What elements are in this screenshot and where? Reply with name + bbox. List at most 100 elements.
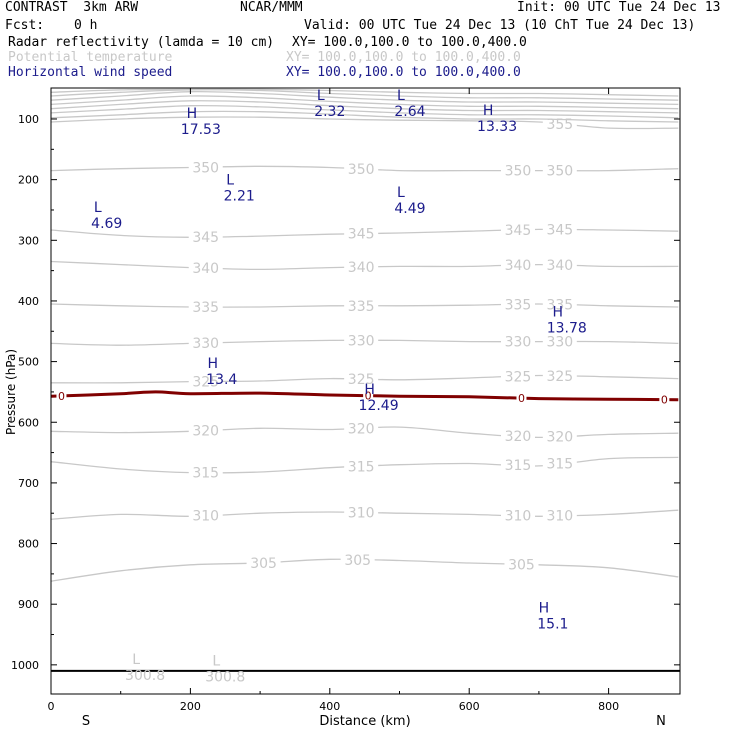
theta-label-bg xyxy=(344,225,379,242)
x-start-label: S xyxy=(82,714,90,729)
theta-label-bg xyxy=(344,371,379,388)
theta-contour-label: 320 xyxy=(546,430,573,446)
wind-extremum-value: 13.4 xyxy=(206,372,237,388)
theta-contour-label: 305 xyxy=(344,553,371,569)
theta-contour-label: 345 xyxy=(546,223,573,239)
theta-label-bg xyxy=(246,554,281,571)
theta-label-bg xyxy=(188,335,223,352)
y-tick-label: 200 xyxy=(18,174,39,187)
forecast-label: Fcst: xyxy=(5,18,45,33)
field-name-wind: Horizontal wind speed xyxy=(8,65,173,80)
theta-extremum-type: L xyxy=(212,654,220,670)
wind-extremum-value: 13.33 xyxy=(477,119,517,135)
freezing-level-label: 0 xyxy=(661,394,668,407)
wind-extremum-type: H xyxy=(483,103,494,119)
theta-label-bg xyxy=(344,504,379,521)
field-xy-reflectivity: XY= 100.0,100.0 to 100.0,400.0 xyxy=(292,35,527,50)
forecast-hour: 0 h xyxy=(74,18,98,33)
y-tick-label: 500 xyxy=(18,356,39,369)
theta-contour-label: 325 xyxy=(546,369,573,385)
freezing-level-line xyxy=(50,390,679,402)
theta-label-bg xyxy=(188,507,223,524)
theta-contour-label: 340 xyxy=(505,258,532,274)
theta-label-bg xyxy=(542,333,577,350)
theta-label-bg xyxy=(188,259,223,276)
wind-extremum-type: L xyxy=(94,200,102,216)
theta-contour-label: 330 xyxy=(192,336,219,352)
theta-label-bg xyxy=(500,333,535,350)
freezing-label-bg xyxy=(516,392,527,405)
model-title: CONTRAST 3km ARW xyxy=(5,0,139,15)
theta-contour-375 xyxy=(50,95,679,110)
theta-label-bg xyxy=(344,458,379,475)
wind-extremum-type: H xyxy=(187,106,198,122)
theta-contour-label: 310 xyxy=(546,509,573,525)
wind-extremum-value: 13.78 xyxy=(547,320,587,336)
init-time: Init: 00 UTC Tue 24 Dec 13 xyxy=(517,0,721,15)
theta-contour-365 xyxy=(50,104,679,119)
theta-label-bg xyxy=(500,507,535,524)
theta-contour-label: 315 xyxy=(192,465,219,481)
theta-label-bg xyxy=(188,229,223,246)
theta-contour-label: 335 xyxy=(348,299,375,315)
y-tick-label: 400 xyxy=(18,295,39,308)
y-axis-title: Pressure (hPa) xyxy=(4,349,18,435)
wind-extremum-type: L xyxy=(397,88,405,104)
theta-contour-label: 340 xyxy=(192,261,219,277)
freezing-level-label: 0 xyxy=(365,390,372,403)
theta-contour-label: 350 xyxy=(192,160,219,176)
theta-label-bg xyxy=(344,420,379,437)
x-tick-label: 200 xyxy=(180,700,201,713)
wind-extremum-value: 15.1 xyxy=(537,616,568,632)
theta-label-bg xyxy=(542,221,577,238)
theta-label-bg xyxy=(542,507,577,524)
theta-contour-label: 335 xyxy=(192,300,219,316)
freezing-label-bg xyxy=(659,393,670,406)
theta-contour-label: 355 xyxy=(546,117,573,133)
theta-contour-label: 315 xyxy=(546,457,573,473)
y-tick-label: 800 xyxy=(18,538,39,551)
theta-label-bg xyxy=(188,159,223,176)
theta-contour-label: 305 xyxy=(250,556,277,572)
theta-label-bg xyxy=(188,373,223,390)
field-name-theta: Potential temperature xyxy=(8,50,173,65)
theta-contour-label: 320 xyxy=(505,429,532,445)
valid-time: Valid: 00 UTC Tue 24 Dec 13 (10 ChT Tue … xyxy=(304,18,696,33)
wind-extremum-type: H xyxy=(207,356,218,372)
wind-extremum-type: L xyxy=(317,88,325,104)
theta-label-bg xyxy=(500,296,535,313)
theta-contour-label: 350 xyxy=(505,164,532,180)
theta-label-bg xyxy=(542,455,577,472)
wind-extremum-value: 2.32 xyxy=(314,104,345,120)
freezing-label-bg xyxy=(56,389,67,402)
theta-contour-label: 350 xyxy=(546,164,573,180)
plot-frame xyxy=(50,87,681,695)
theta-label-bg xyxy=(542,257,577,274)
theta-label-bg xyxy=(542,428,577,445)
theta-contour-label: 330 xyxy=(348,333,375,349)
y-tick-label: 100 xyxy=(18,113,39,126)
theta-contour-label: 325 xyxy=(192,374,219,390)
theta-contour-label: 345 xyxy=(505,223,532,239)
org-label: NCAR/MMM xyxy=(240,0,303,15)
theta-label-bg xyxy=(500,162,535,179)
theta-label-bg xyxy=(188,464,223,481)
x-tick-label: 0 xyxy=(48,700,55,713)
theta-contour-360 xyxy=(50,110,679,123)
theta-label-bg xyxy=(542,367,577,384)
theta-label-bg xyxy=(344,160,379,177)
y-tick-label: 700 xyxy=(18,477,39,490)
theta-contour-label: 315 xyxy=(505,458,532,474)
wind-extremum-value: 4.49 xyxy=(394,201,425,217)
theta-contour-label: 330 xyxy=(546,335,573,351)
theta-contour-label: 335 xyxy=(505,297,532,313)
wind-extremum-type: L xyxy=(226,173,234,189)
theta-label-bg xyxy=(500,428,535,445)
wind-extremum-type: H xyxy=(539,600,550,616)
x-end-label: N xyxy=(656,714,666,729)
theta-contour-label: 330 xyxy=(505,335,532,351)
wind-extremum-type: L xyxy=(397,185,405,201)
wind-extremum-type: H xyxy=(364,382,375,398)
freezing-level-label: 0 xyxy=(518,392,525,405)
theta-label-bg xyxy=(542,162,577,179)
